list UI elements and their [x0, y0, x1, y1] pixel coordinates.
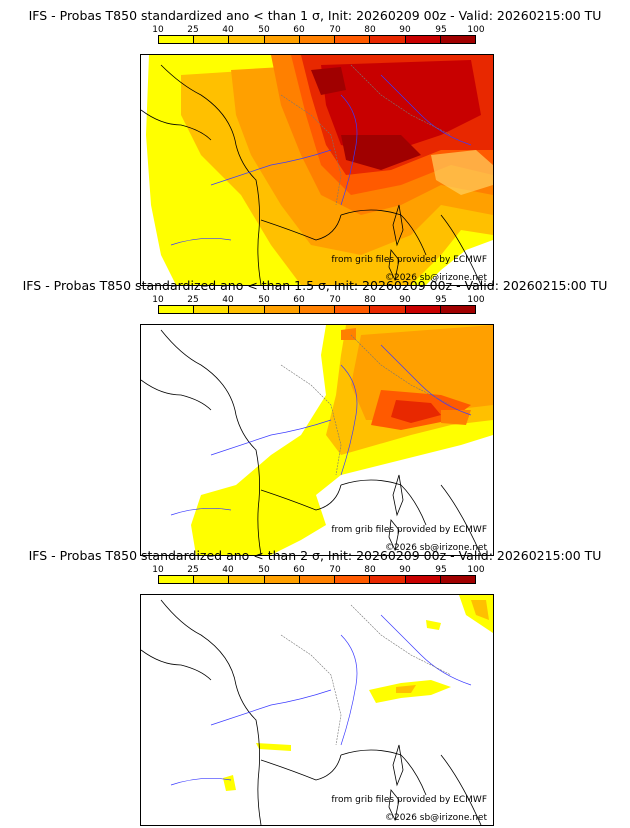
colorbar-segment — [405, 36, 441, 43]
colorbar-label: 25 — [187, 565, 199, 575]
colorbar-segment — [194, 576, 230, 583]
panel-title: IFS - Probas T850 standardized ano < tha… — [28, 8, 602, 23]
copyright-credit: ©2026 sb@irizone.net — [385, 273, 487, 283]
colorbar-label: 50 — [258, 295, 270, 305]
colorbar-label: 40 — [222, 295, 234, 305]
colorbar-label: 95 — [435, 295, 447, 305]
colorbar-label: 25 — [187, 25, 199, 35]
probability-map: from grib files provided by ECMWF ©2026 … — [140, 594, 494, 826]
colorbar-label: 90 — [399, 25, 411, 35]
colorbar-label: 80 — [364, 565, 376, 575]
colorbar-segment — [159, 576, 195, 583]
colorbar-segment — [440, 36, 475, 43]
colorbar-label: 60 — [293, 295, 305, 305]
colorbar-segment — [229, 36, 265, 43]
source-credit: from grib files provided by ECMWF — [331, 255, 487, 265]
copyright-credit: ©2026 sb@irizone.net — [385, 543, 487, 553]
colorbar-segment — [194, 306, 230, 313]
colorbar-segment — [370, 306, 406, 313]
colorbar-label: 80 — [364, 25, 376, 35]
colorbar-segment — [370, 576, 406, 583]
colorbar — [158, 305, 476, 314]
colorbar-label: 100 — [467, 295, 485, 305]
colorbar-segment — [299, 306, 336, 313]
colorbar-segment — [335, 36, 371, 43]
colorbar-label: 70 — [329, 565, 341, 575]
colorbar-label: 10 — [152, 25, 164, 35]
colorbar-label: 60 — [293, 565, 305, 575]
colorbar-segment — [335, 306, 371, 313]
colorbar-segment — [299, 576, 336, 583]
map-graphic — [141, 325, 493, 555]
colorbar-label: 50 — [258, 25, 270, 35]
source-credit: from grib files provided by ECMWF — [331, 525, 487, 535]
probability-map: from grib files provided by ECMWF ©2026 … — [140, 54, 494, 286]
map-graphic — [141, 595, 493, 825]
colorbar-segment — [299, 36, 336, 43]
colorbar-segment — [440, 576, 475, 583]
colorbar-segment — [405, 306, 441, 313]
colorbar-segment — [264, 306, 300, 313]
colorbar-labels: 10 25 40 50 60 70 80 90 95 100 — [152, 295, 484, 305]
colorbar-label: 70 — [329, 295, 341, 305]
colorbar-label: 60 — [293, 25, 305, 35]
colorbar-segment — [264, 576, 300, 583]
source-credit: from grib files provided by ECMWF — [331, 795, 487, 805]
colorbar-label: 90 — [399, 565, 411, 575]
colorbar-label: 100 — [467, 25, 485, 35]
colorbar-segment — [159, 36, 195, 43]
copyright-credit: ©2026 sb@irizone.net — [385, 813, 487, 823]
colorbar-segment — [335, 576, 371, 583]
colorbar-label: 90 — [399, 295, 411, 305]
colorbar-segment — [264, 36, 300, 43]
colorbar-label: 25 — [187, 295, 199, 305]
colorbar-label: 40 — [222, 25, 234, 35]
colorbar-labels: 10 25 40 50 60 70 80 90 95 100 — [152, 565, 484, 575]
colorbar — [158, 35, 476, 44]
probability-map: from grib files provided by ECMWF ©2026 … — [140, 324, 494, 556]
colorbar-label: 95 — [435, 565, 447, 575]
colorbar-label: 10 — [152, 295, 164, 305]
panel-title: IFS - Probas T850 standardized ano < tha… — [22, 278, 608, 293]
colorbar-segment — [405, 576, 441, 583]
colorbar-segment — [229, 306, 265, 313]
colorbar-segment — [229, 576, 265, 583]
colorbar-label: 70 — [329, 25, 341, 35]
colorbar-label: 40 — [222, 565, 234, 575]
colorbar-label: 100 — [467, 565, 485, 575]
colorbar-segment — [159, 306, 195, 313]
map-graphic — [141, 55, 493, 285]
colorbar-label: 50 — [258, 565, 270, 575]
colorbar-segment — [370, 36, 406, 43]
panel-title: IFS - Probas T850 standardized ano < tha… — [28, 548, 602, 563]
colorbar-label: 80 — [364, 295, 376, 305]
colorbar-segment — [440, 306, 475, 313]
colorbar-segment — [194, 36, 230, 43]
colorbar-label: 10 — [152, 565, 164, 575]
colorbar — [158, 575, 476, 584]
colorbar-labels: 10 25 40 50 60 70 80 90 95 100 — [152, 25, 484, 35]
colorbar-label: 95 — [435, 25, 447, 35]
